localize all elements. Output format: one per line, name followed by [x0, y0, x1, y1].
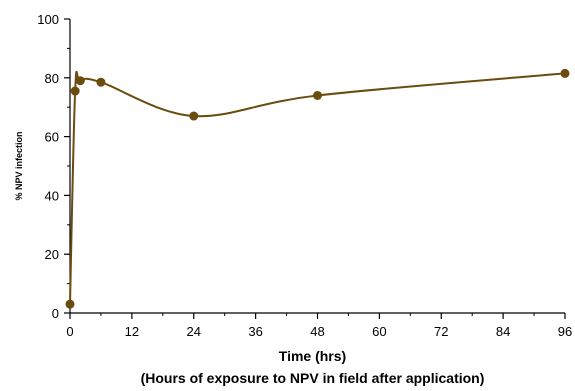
- y-tick-label: 80: [45, 71, 59, 86]
- x-tick-label: 36: [248, 324, 262, 339]
- data-point: [560, 68, 570, 78]
- x-tick-label: 72: [434, 324, 448, 339]
- x-tick-label: 48: [310, 324, 324, 339]
- x-axis: 0 12 24 36 48 60 72 84 96: [66, 312, 572, 339]
- x-tick-label: 60: [372, 324, 386, 339]
- y-tick-label: 60: [45, 130, 59, 145]
- x-tick-label: 0: [66, 324, 73, 339]
- x-tick-label: 96: [558, 324, 572, 339]
- x-tick-label: 24: [187, 324, 201, 339]
- y-axis: 0 20 40 60 80 100: [37, 12, 71, 321]
- y-tick-label: 0: [52, 306, 59, 321]
- data-point: [189, 111, 199, 121]
- data-point: [313, 90, 322, 100]
- data-point: [75, 76, 85, 86]
- x-tick-label: 12: [125, 324, 139, 339]
- x-tick-label: 84: [496, 324, 510, 339]
- y-tick-label: 20: [45, 247, 59, 262]
- data-point: [65, 299, 75, 309]
- data-point: [96, 77, 106, 87]
- series-line: [69, 70, 566, 305]
- y-tick-label: 100: [37, 12, 59, 27]
- y-axis-label: % NPV infection: [14, 131, 24, 200]
- x-axis-label: Time (hrs): [279, 348, 346, 364]
- x-axis-sublabel: (Hours of exposure to NPV in field after…: [141, 370, 485, 386]
- y-tick-label: 40: [45, 188, 59, 203]
- series-markers: [65, 68, 570, 309]
- data-point: [70, 86, 80, 96]
